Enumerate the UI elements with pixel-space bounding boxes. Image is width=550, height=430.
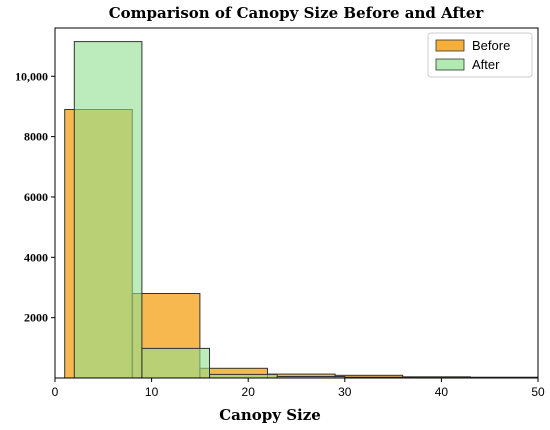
after-series: [73, 41, 539, 379]
legend-label-after: After: [472, 57, 500, 72]
x-axis-label: Canopy Size: [219, 406, 321, 424]
x-tick-label-10: 10: [145, 385, 159, 399]
x-tick-label-20: 20: [242, 385, 256, 399]
y-tick-label-8000: 8000: [24, 130, 48, 144]
y-tick-label-4000: 4000: [24, 250, 48, 264]
after-bar-2: [209, 373, 278, 379]
y-tick-label-6000: 6000: [24, 190, 48, 204]
legend: Before After: [427, 32, 533, 78]
y-axis-ticks: 2000 4000 6000 8000 10,000: [15, 69, 55, 325]
x-axis-ticks: 0 10 20 30 40 50: [52, 378, 545, 399]
after-bar-0: [73, 41, 143, 379]
x-tick-label-50: 50: [531, 385, 545, 399]
legend-swatch-after: [435, 58, 465, 71]
after-bar-1: [141, 347, 210, 379]
legend-label-before: Before: [472, 38, 510, 53]
chart-title: Comparison of Canopy Size Before and Aft…: [109, 4, 485, 22]
x-tick-label-0: 0: [52, 385, 59, 399]
y-tick-label-10000: 10,000: [15, 69, 48, 83]
legend-swatch-before: [435, 39, 465, 52]
plot-area-frame: [54, 27, 539, 379]
x-tick-label-30: 30: [338, 385, 352, 399]
y-tick-label-2000: 2000: [24, 311, 48, 325]
x-tick-label-40: 40: [435, 385, 449, 399]
